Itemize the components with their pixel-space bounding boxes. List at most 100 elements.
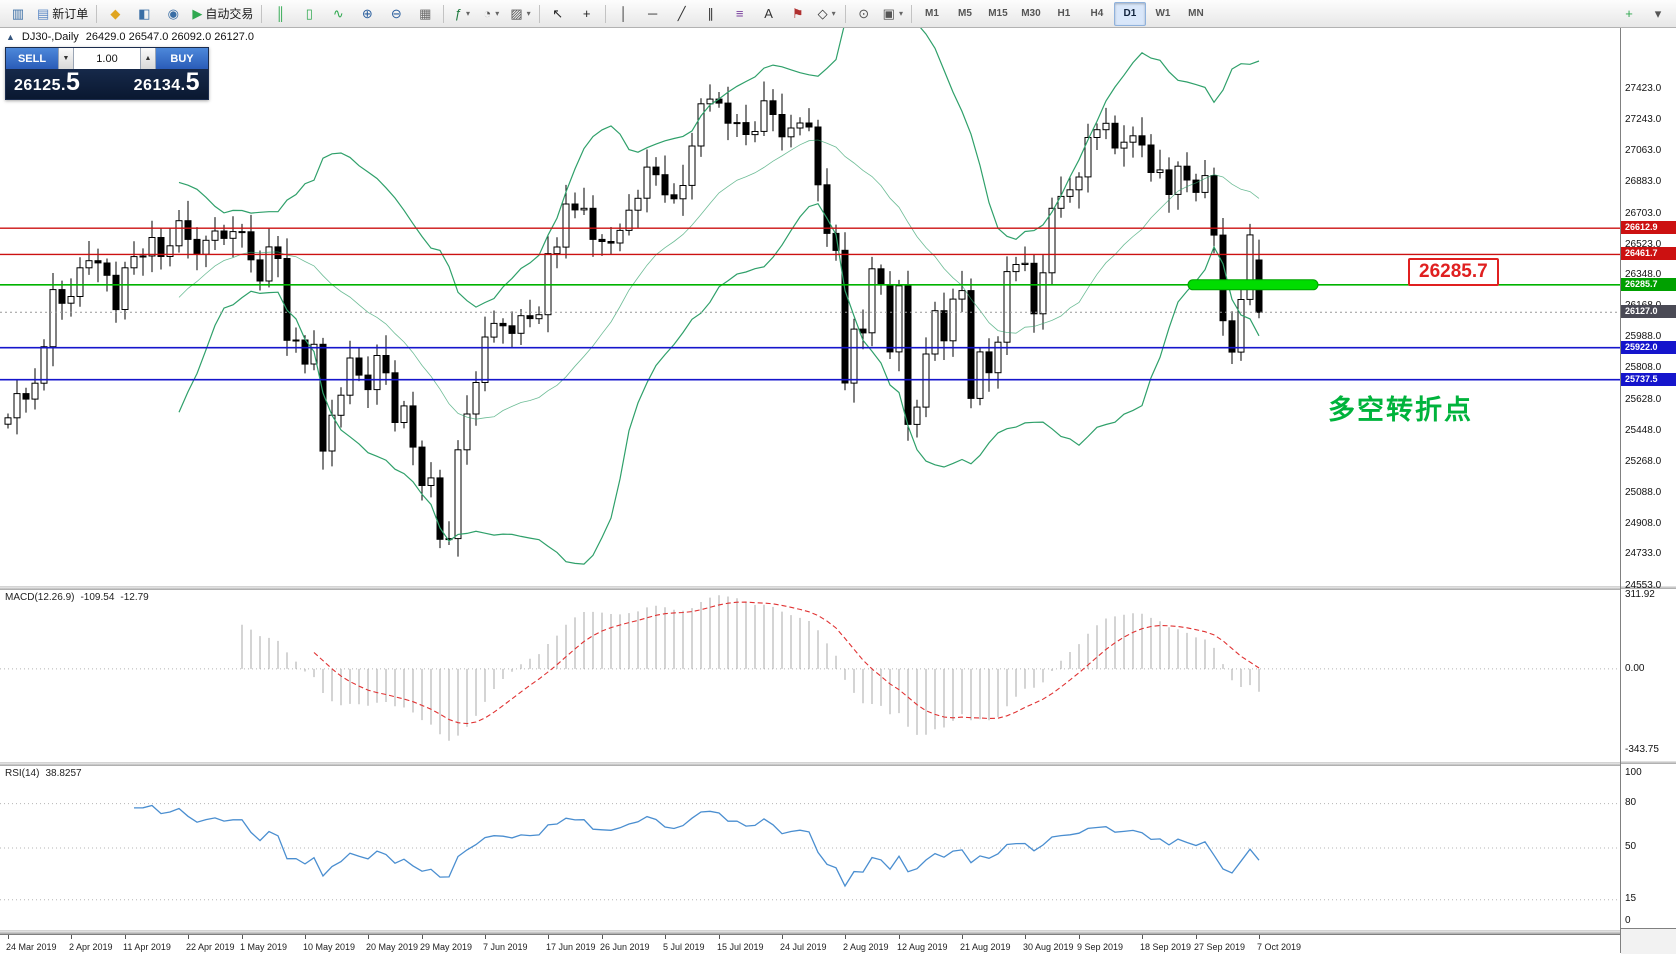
candle (94, 260, 102, 264)
timeframe-d1-button[interactable]: D1 (1113, 1, 1146, 26)
time-axis-label: 2 Apr 2019 (69, 942, 113, 952)
timeframe-m5-button[interactable]: M5 (949, 2, 981, 26)
trendline-button[interactable]: ╱ (668, 2, 696, 26)
new-order-button[interactable]: ▤ 新订单 (33, 2, 92, 26)
calendar-button[interactable]: ▣ ▾ (879, 2, 907, 26)
timeframe-m1-button[interactable]: M1 (916, 2, 948, 26)
timeframe-mn-button[interactable]: MN (1180, 2, 1212, 26)
candle (1030, 262, 1038, 315)
time-axis[interactable]: 24 Mar 2019 2 Apr 2019 11 Apr 2019 22 Apr 2… (0, 934, 1620, 957)
volume-up-button[interactable]: ▲ (140, 48, 156, 69)
clock-button[interactable]: ⊙ (850, 2, 878, 26)
macd-indicator-panel[interactable]: MACD(12.26.9) -109.54 -12.79 (0, 590, 1620, 762)
macd-label: MACD(12.26.9) -109.54 -12.79 (5, 592, 149, 603)
tile-windows-button[interactable]: ▦ (411, 2, 439, 26)
candle (301, 339, 309, 365)
autotrading-button[interactable]: ▶ 自动交易 (188, 2, 257, 26)
price-axis-label: 26883.0 (1625, 176, 1662, 187)
price-axis-label: 25808.0 (1625, 362, 1662, 373)
price-axis-label: 24733.0 (1625, 548, 1662, 559)
periods-button[interactable]: ◔ ▾ (477, 2, 505, 26)
candle (409, 405, 417, 448)
crosshair-button[interactable]: + (573, 2, 601, 26)
candle (58, 289, 66, 304)
shapes-button[interactable]: ◇ ▾ (813, 2, 841, 26)
bollinger-upper-band (178, 28, 1260, 308)
time-axis-label: 11 Apr 2019 (123, 942, 171, 952)
ohlc-values: 26429.0 26547.0 26092.0 26127.0 (85, 31, 254, 43)
price-chart-canvas[interactable] (0, 28, 1620, 586)
price-callout-label[interactable]: 26285.7 (1408, 258, 1499, 286)
time-axis-tick (1259, 935, 1260, 939)
candle (679, 185, 687, 200)
time-axis-label: 12 Aug 2019 (897, 942, 948, 952)
buy-button[interactable]: BUY (156, 48, 208, 69)
time-axis-label: 7 Oct 2019 (1257, 942, 1302, 952)
vertical-line-button[interactable]: │ (610, 2, 638, 26)
navigator-button[interactable]: ◉ (159, 2, 187, 26)
panel-resize-divider[interactable] (0, 930, 1620, 934)
candle (1102, 122, 1110, 131)
candle (391, 372, 399, 423)
price-axis-label: 26523.0 (1625, 239, 1662, 250)
zoom-out-button[interactable]: ⊖ (382, 2, 410, 26)
price-chart-panel[interactable]: ▲ DJ30-,Daily 26429.0 26547.0 26092.0 26… (0, 28, 1620, 586)
chart-annotation-text[interactable]: 多空转折点 (1328, 395, 1473, 425)
add-chart-button[interactable]: + (1615, 2, 1643, 26)
bar-chart-type-button[interactable]: ║ (266, 2, 294, 26)
candlestick-chart-type-button[interactable]: ▯ (295, 2, 323, 26)
cursor-button[interactable]: ↖ (544, 2, 572, 26)
templates-button[interactable]: ▨ ▾ (506, 2, 534, 26)
candle (1003, 271, 1011, 343)
candle (787, 127, 795, 138)
line-chart-type-button[interactable]: ∿ (324, 2, 352, 26)
candle (1246, 234, 1254, 300)
time-axis-tick (1142, 935, 1143, 939)
price-axis-column[interactable]: 27423.0 27243.0 27063.0 26883.0 26703.0 26523… (1620, 28, 1676, 954)
timeframe-m30-button[interactable]: M30 (1015, 2, 1047, 26)
candle (1228, 320, 1236, 353)
indicators-button[interactable]: ƒ ▾ (448, 2, 476, 26)
timeframe-h4-button-label: H4 (1090, 8, 1104, 19)
candle (1012, 264, 1020, 273)
volume-input[interactable] (74, 48, 140, 69)
rsi-axis-label: 80 (1625, 797, 1637, 808)
candle (382, 355, 390, 374)
timeframe-h4-button[interactable]: H4 (1081, 2, 1113, 26)
periods-icon: ◔ (483, 6, 492, 21)
timeframe-m15-button[interactable]: M15 (982, 2, 1014, 26)
label-button[interactable]: ⚑ (784, 2, 812, 26)
candle (976, 351, 984, 399)
timeframe-m1-button-label: M1 (925, 8, 939, 19)
fibonacci-icon: ≡ (735, 6, 744, 21)
time-axis-label: 22 Apr 2019 (186, 942, 235, 952)
candle (742, 122, 750, 135)
horizontal-line-button[interactable]: ─ (639, 2, 667, 26)
data-window-button[interactable]: ◧ (130, 2, 158, 26)
main-price-axis[interactable]: 27423.0 27243.0 27063.0 26883.0 26703.0 26523… (1621, 28, 1676, 591)
time-axis-tick (305, 935, 306, 939)
rsi-indicator-panel[interactable]: RSI(14) 38.8257 (0, 766, 1620, 930)
panel-resize-divider[interactable] (0, 586, 1620, 590)
timeframe-h1-button[interactable]: H1 (1048, 2, 1080, 26)
zoom-in-button[interactable]: ⊕ (353, 2, 381, 26)
terminal-button[interactable]: ▥ (4, 2, 32, 26)
rsi-canvas[interactable] (0, 766, 1620, 930)
chart-ohlc-readout: ▲ DJ30-,Daily 26429.0 26547.0 26092.0 26… (6, 31, 254, 43)
macd-canvas[interactable] (0, 590, 1620, 762)
macd-axis[interactable]: 311.92 0.00 -343.75 (1621, 589, 1676, 761)
text-button[interactable]: A (755, 2, 783, 26)
chart-workspace: ▲ DJ30-,Daily 26429.0 26547.0 26092.0 26… (0, 28, 1676, 957)
timeframe-w1-button[interactable]: W1 (1147, 2, 1179, 26)
sell-button[interactable]: SELL (6, 48, 58, 69)
fibonacci-button[interactable]: ≡ (726, 2, 754, 26)
candle (778, 114, 786, 138)
rsi-axis[interactable]: 100 80 50 15 0 (1621, 764, 1676, 928)
price-axis-label: 25628.0 (1625, 394, 1662, 405)
volume-down-button[interactable]: ▼ (58, 48, 74, 69)
timeframe-m30-button-label: M30 (1021, 8, 1041, 19)
marketwatch-button[interactable]: ◆ (101, 2, 129, 26)
panel-resize-divider[interactable] (0, 762, 1620, 766)
toolbar-overflow-button[interactable]: ▾ (1644, 2, 1672, 26)
channel-button[interactable]: ∥ (697, 2, 725, 26)
